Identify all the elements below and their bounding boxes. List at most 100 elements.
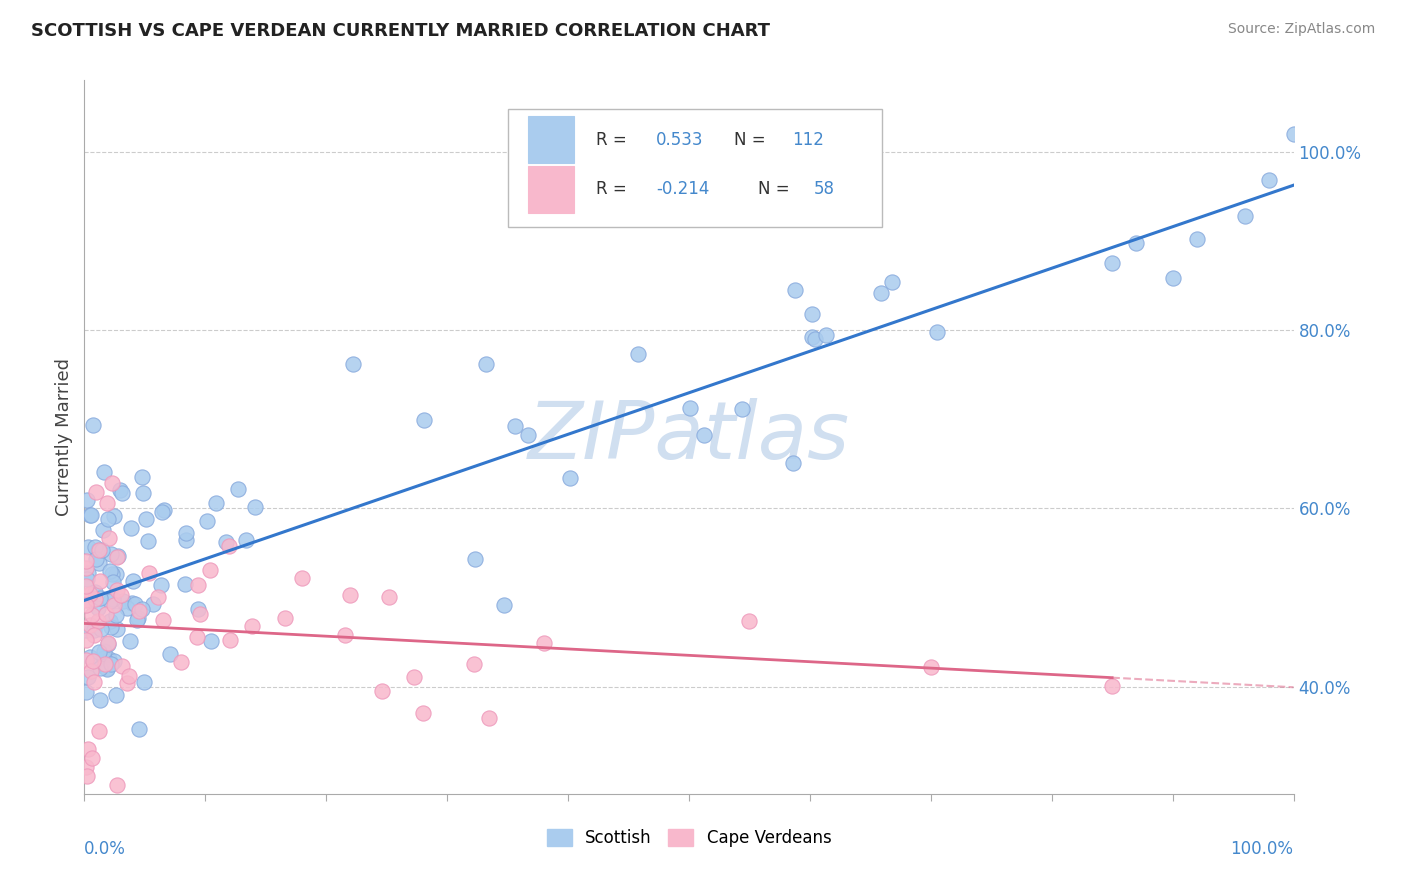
Point [90, 622, 112, 636]
Point [150, 505, 173, 519]
Point [93, 465, 115, 479]
Point [110, 588, 132, 602]
Point [110, 483, 132, 497]
Point [494, 598, 516, 612]
Point [105, 550, 128, 565]
Point [82, 418, 104, 433]
Point [186, 630, 208, 644]
Point [412, 706, 434, 720]
Point [131, 602, 153, 616]
FancyBboxPatch shape [508, 109, 883, 227]
Point [228, 482, 250, 496]
Point [121, 596, 143, 610]
Point [804, 332, 827, 346]
Point [870, 286, 893, 301]
Point [134, 674, 156, 689]
Point [120, 521, 142, 535]
Point [75, 593, 97, 607]
Point [104, 688, 127, 702]
Point [98, 615, 121, 629]
Point [412, 412, 434, 426]
Point [75, 578, 97, 592]
Point [89, 645, 111, 659]
Point [80, 608, 103, 623]
Point [103, 655, 125, 669]
Point [101, 592, 124, 607]
Point [115, 675, 138, 690]
Point [200, 563, 222, 577]
Point [138, 534, 160, 549]
Point [880, 275, 903, 289]
Legend: Scottish, Cape Verdeans: Scottish, Cape Verdeans [540, 822, 838, 854]
Point [83, 623, 105, 637]
Point [118, 669, 141, 683]
Point [235, 533, 257, 548]
Point [87, 600, 110, 615]
Text: SCOTTISH VS CAPE VERDEAN CURRENTLY MARRIED CORRELATION CHART: SCOTTISH VS CAPE VERDEAN CURRENTLY MARRI… [31, 22, 770, 40]
Point [111, 659, 134, 673]
Point [517, 428, 540, 442]
Text: R =: R = [596, 180, 631, 198]
Point [785, 284, 807, 298]
Point [730, 401, 752, 416]
Point [627, 347, 650, 361]
Point [800, 330, 823, 344]
Point [98, 594, 121, 608]
Point [76, 540, 98, 554]
Point [920, 660, 942, 674]
Point [402, 670, 425, 684]
Text: ZIPatlas: ZIPatlas [527, 398, 851, 476]
Point [124, 598, 146, 612]
Point [475, 357, 498, 371]
Point [84, 552, 107, 566]
Text: -0.214: -0.214 [657, 180, 710, 198]
Point [291, 571, 314, 585]
Point [122, 574, 145, 589]
Point [83, 628, 105, 642]
Point [100, 657, 122, 671]
Point [75, 684, 97, 698]
Point [91, 542, 114, 557]
Point [339, 588, 361, 602]
Point [96, 496, 118, 510]
Point [464, 552, 486, 566]
Text: R =: R = [596, 130, 631, 148]
Point [86, 614, 108, 628]
Point [82, 654, 104, 668]
Point [138, 566, 160, 581]
Point [87, 543, 110, 558]
Point [79, 649, 101, 664]
Point [83, 591, 105, 606]
Text: 58: 58 [814, 180, 835, 198]
Point [101, 575, 124, 590]
Point [89, 661, 111, 675]
Text: N =: N = [758, 180, 794, 198]
Point [128, 605, 150, 619]
Point [105, 622, 128, 636]
Point [79, 617, 101, 632]
Point [693, 427, 716, 442]
Point [342, 357, 364, 371]
Point [79, 587, 101, 601]
Point [174, 533, 197, 548]
Point [679, 401, 702, 416]
Point [105, 582, 128, 597]
Point [1101, 679, 1123, 693]
Point [98, 564, 121, 578]
Point [89, 724, 111, 739]
Point [115, 601, 138, 615]
Point [101, 476, 124, 491]
Point [242, 619, 264, 633]
Point [94, 657, 117, 672]
Y-axis label: Currently Married: Currently Married [55, 358, 73, 516]
Point [91, 523, 114, 537]
Point [96, 661, 118, 675]
Bar [529, 116, 574, 162]
Point [153, 503, 176, 517]
Point [132, 486, 155, 500]
Point [463, 657, 485, 671]
Point [174, 526, 197, 541]
Point [104, 566, 127, 581]
Point [100, 547, 122, 561]
Point [76, 742, 98, 756]
